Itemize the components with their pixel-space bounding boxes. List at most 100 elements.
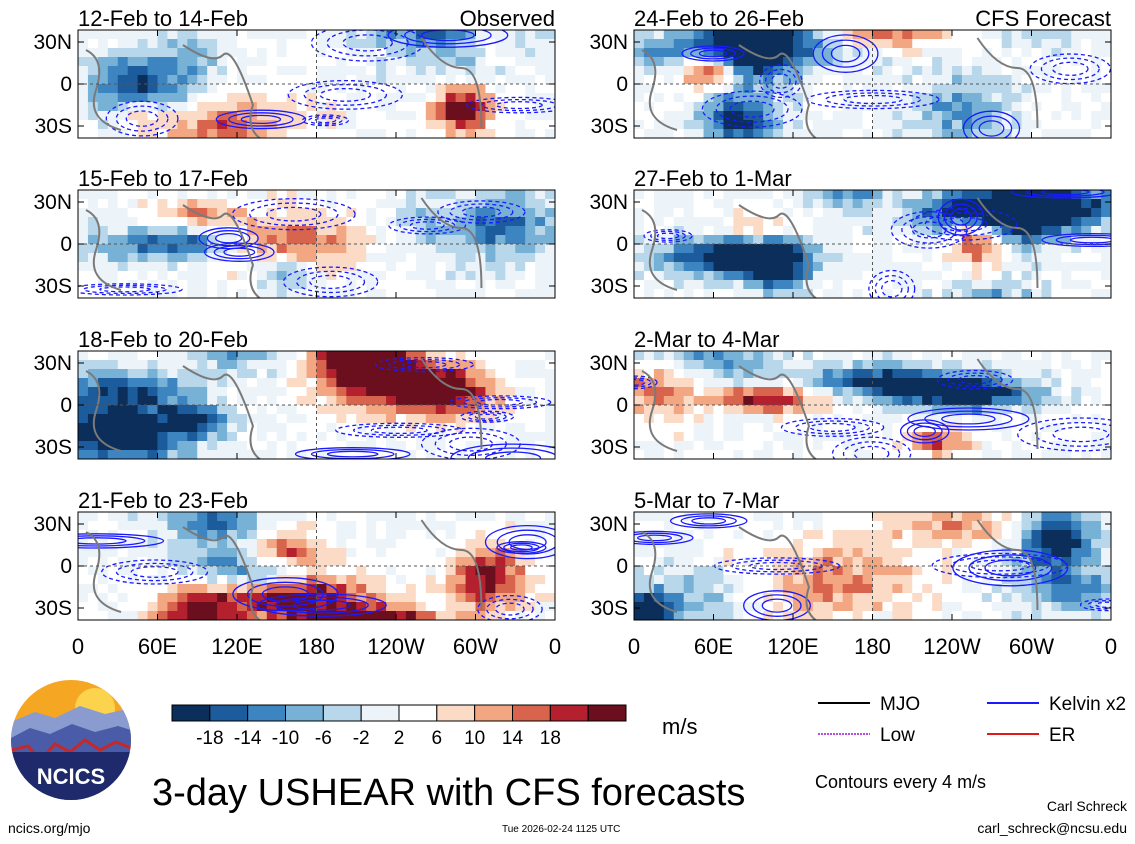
- heat-cell: [922, 602, 933, 612]
- heat-cell: [852, 111, 864, 121]
- heat-cell: [107, 584, 119, 594]
- heat-cell: [495, 414, 506, 424]
- heat-cell: [366, 539, 377, 549]
- heat-cell: [1101, 111, 1111, 121]
- heat-cell: [842, 530, 854, 540]
- kelvin-contour: [743, 590, 811, 620]
- heat-cell: [812, 351, 824, 361]
- heat-cell: [505, 378, 516, 388]
- heat-cell: [415, 271, 427, 281]
- heat-cell: [256, 611, 268, 620]
- heat-cell: [525, 262, 536, 272]
- heat-cell: [147, 369, 159, 379]
- heat-cell: [475, 360, 487, 370]
- kelvin-contour: [669, 513, 748, 529]
- heat-cell: [663, 280, 675, 290]
- heat-cell: [336, 450, 347, 459]
- heat-cell: [991, 566, 1003, 576]
- heat-cell: [137, 244, 149, 254]
- heat-cell: [763, 539, 774, 549]
- heat-cell: [246, 289, 258, 298]
- heat-cell: [187, 66, 198, 76]
- heat-cell: [932, 129, 943, 138]
- heat-cell: [1021, 369, 1033, 379]
- heat-cell: [137, 521, 149, 531]
- heat-cell: [376, 129, 387, 138]
- heat-cell: [157, 226, 169, 236]
- heat-cell: [1041, 387, 1052, 397]
- heat-cell: [832, 111, 844, 121]
- heat-cell: [177, 602, 188, 612]
- heat-cell: [942, 602, 953, 612]
- heat-cell: [683, 566, 695, 576]
- heat-cell: [346, 30, 357, 40]
- heat-cell: [147, 280, 159, 290]
- heat-cell: [673, 199, 685, 209]
- heat-cell: [137, 30, 149, 40]
- heat-cell: [693, 199, 705, 209]
- heat-cell: [316, 48, 328, 58]
- heat-cell: [286, 48, 298, 58]
- heat-cell: [733, 289, 744, 298]
- heat-cell: [256, 120, 268, 130]
- heat-cell: [1031, 66, 1043, 76]
- heat-cell: [97, 129, 109, 138]
- heat-cell: [882, 199, 893, 209]
- heat-cell: [107, 360, 119, 370]
- heat-cell: [366, 217, 377, 227]
- heat-cell: [673, 566, 685, 576]
- heat-cell: [147, 557, 159, 567]
- heat-cell: [276, 93, 288, 103]
- heat-cell: [1011, 235, 1023, 245]
- heat-cell: [227, 512, 238, 522]
- heat-cell: [793, 530, 804, 540]
- heat-cell: [137, 548, 149, 558]
- heat-cell: [187, 378, 198, 388]
- heat-cell: [653, 387, 665, 397]
- heat-cell: [356, 414, 367, 424]
- heat-cell: [356, 120, 367, 130]
- heat-cell: [653, 93, 665, 103]
- heat-cell: [227, 414, 238, 424]
- heat-cell: [991, 280, 1003, 290]
- heat-cell: [952, 378, 963, 388]
- heat-cell: [952, 48, 963, 58]
- heat-cell: [376, 378, 387, 388]
- heat-cell: [525, 129, 536, 138]
- kelvin-contour: [301, 114, 350, 127]
- heat-cell: [535, 235, 546, 245]
- heat-cell: [117, 432, 129, 442]
- heat-cell: [117, 280, 129, 290]
- heat-cell: [276, 271, 288, 281]
- heat-cell: [872, 253, 884, 263]
- heat-cell: [902, 387, 913, 397]
- heat-cell: [266, 93, 278, 103]
- heat-cell: [177, 217, 188, 227]
- heat-cell: [465, 190, 477, 200]
- heat-cell: [97, 208, 109, 218]
- heat-cell: [227, 120, 238, 130]
- heat-cell: [495, 57, 506, 67]
- heat-cell: [346, 557, 357, 567]
- heat-cell: [266, 120, 278, 130]
- heat-cell: [465, 611, 477, 620]
- heat-cell: [445, 450, 457, 459]
- heat-cell: [425, 190, 437, 200]
- heat-cell: [117, 39, 129, 49]
- heat-cell: [405, 557, 417, 567]
- heat-cell: [952, 271, 963, 281]
- heat-cell: [862, 512, 874, 522]
- heat-cell: [78, 208, 89, 218]
- heat-cell: [663, 396, 675, 406]
- heat-cell: [713, 548, 725, 558]
- kelvin-contour: [680, 515, 737, 527]
- heat-cell: [356, 84, 367, 94]
- heat-cell: [237, 566, 248, 576]
- heat-cell: [117, 30, 129, 40]
- heat-cell: [415, 369, 427, 379]
- heat-cell: [634, 75, 645, 85]
- heat-cell: [1011, 280, 1023, 290]
- heat-cell: [1091, 450, 1102, 459]
- heat-cell: [703, 39, 715, 49]
- heat-cell: [1031, 566, 1043, 576]
